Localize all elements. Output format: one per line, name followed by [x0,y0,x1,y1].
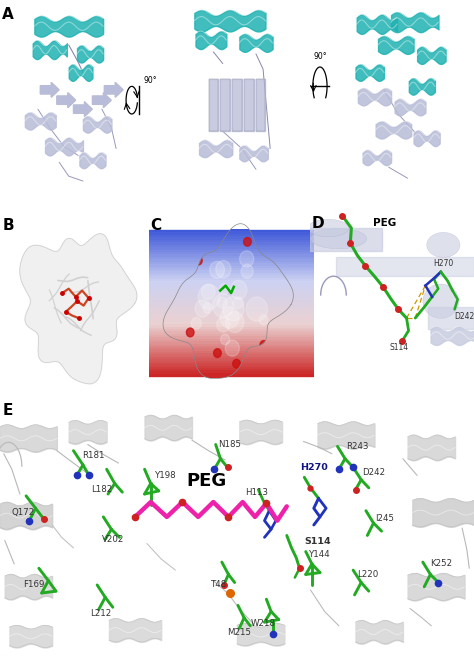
Text: B: B [2,218,14,233]
Text: R243: R243 [346,442,369,451]
Text: PEG: PEG [186,472,226,490]
Text: D: D [312,216,325,230]
FancyArrow shape [73,102,92,116]
Circle shape [216,261,231,278]
Circle shape [226,311,244,332]
Circle shape [198,284,220,309]
Circle shape [191,317,201,329]
Circle shape [213,294,233,318]
Text: Y144: Y144 [309,549,331,559]
Circle shape [194,256,202,265]
Text: T48: T48 [211,580,227,590]
Text: 90°: 90° [313,53,327,61]
Circle shape [203,303,212,313]
Circle shape [195,300,210,317]
Text: H113: H113 [246,488,268,497]
Text: K252: K252 [430,559,452,569]
Circle shape [218,297,227,309]
Ellipse shape [423,284,459,318]
Circle shape [223,297,244,321]
Ellipse shape [308,219,349,237]
Text: D242: D242 [362,468,385,477]
Circle shape [201,284,215,299]
FancyArrow shape [104,82,123,97]
Text: L182: L182 [91,485,112,494]
Circle shape [220,334,230,345]
Polygon shape [20,234,137,384]
Text: E: E [2,403,13,418]
Circle shape [217,317,230,332]
Circle shape [241,265,253,278]
Circle shape [225,340,239,356]
Text: S114: S114 [390,343,409,352]
Text: H270: H270 [300,463,328,472]
Text: PEG: PEG [373,218,396,228]
Ellipse shape [310,229,367,249]
Text: M215: M215 [228,628,251,636]
FancyArrow shape [40,82,59,97]
Text: L220: L220 [357,570,378,579]
Text: R181: R181 [82,451,105,459]
Text: F169: F169 [23,580,45,590]
Circle shape [186,328,194,337]
Circle shape [214,349,221,357]
Circle shape [233,297,244,309]
Text: H270: H270 [433,259,453,268]
Text: N185: N185 [219,440,241,449]
Text: L212: L212 [90,609,111,618]
Circle shape [246,297,267,321]
FancyArrow shape [92,93,111,108]
Text: V202: V202 [101,535,124,544]
Text: 90°: 90° [143,76,157,85]
Text: D242: D242 [455,312,474,321]
Text: Y198: Y198 [155,471,177,480]
Circle shape [244,238,251,246]
Circle shape [220,307,239,328]
Text: W218: W218 [251,619,275,628]
Text: S114: S114 [304,537,331,546]
Circle shape [260,341,268,349]
Ellipse shape [427,232,460,257]
Circle shape [219,284,229,294]
Text: A: A [2,7,14,22]
Circle shape [259,315,268,325]
Circle shape [210,261,225,278]
FancyArrow shape [57,93,76,108]
Circle shape [230,280,247,299]
Circle shape [239,251,254,267]
Text: I245: I245 [375,515,394,523]
Text: C: C [150,218,162,233]
Text: Q172: Q172 [11,508,35,517]
Circle shape [233,359,240,368]
